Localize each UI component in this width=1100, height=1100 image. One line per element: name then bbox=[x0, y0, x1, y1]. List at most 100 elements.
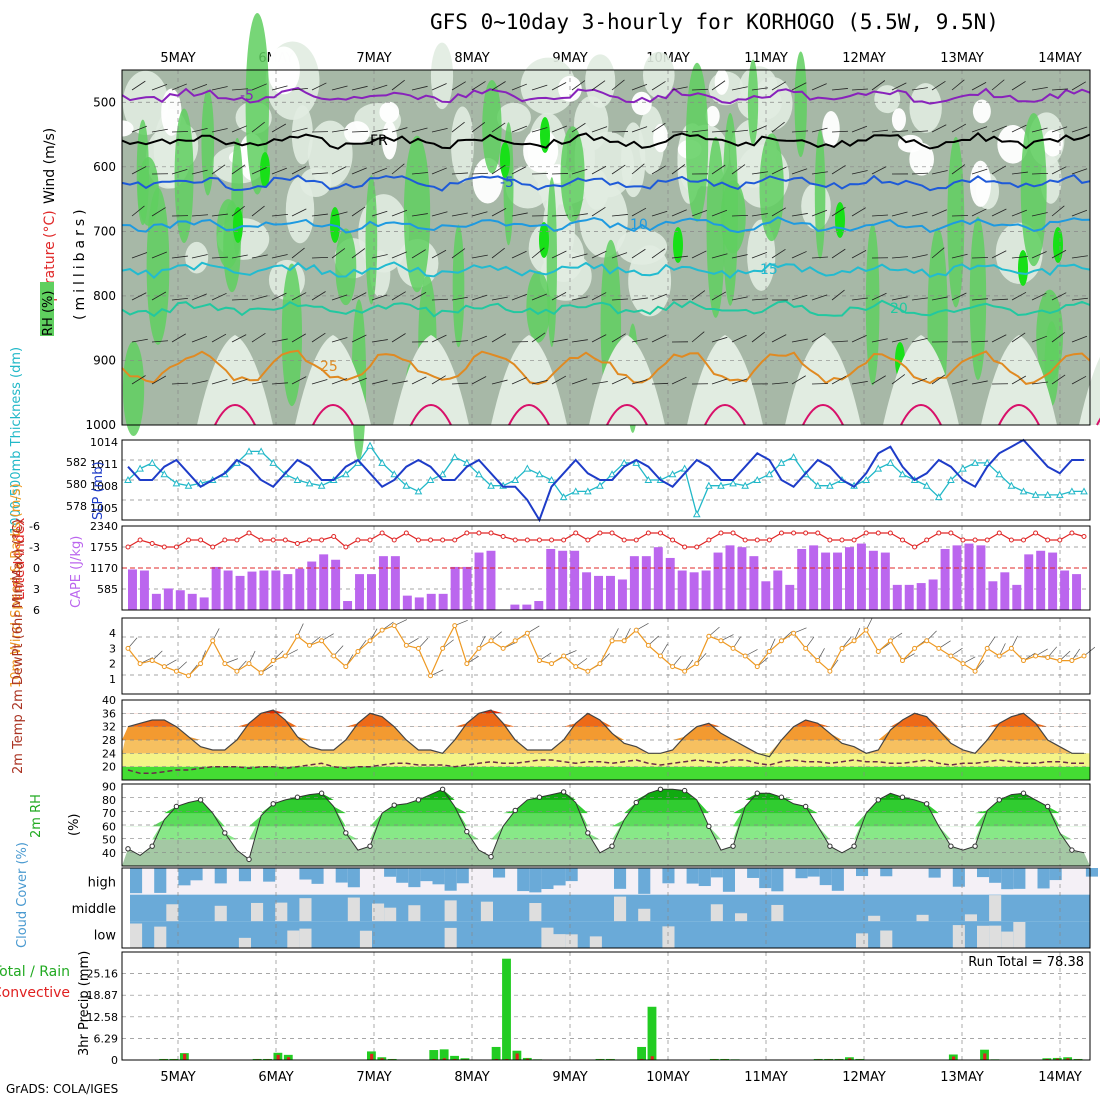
cloud-level-label: low bbox=[94, 929, 117, 944]
wind-barb bbox=[711, 209, 728, 217]
wind-barb bbox=[611, 79, 625, 91]
thickness-marker bbox=[293, 475, 302, 483]
cloud-cell-high bbox=[638, 868, 651, 894]
rh-marker bbox=[681, 787, 688, 794]
precip-tick: 18.87 bbox=[87, 989, 119, 1002]
wind-barb bbox=[511, 125, 528, 133]
cape-bar bbox=[773, 570, 783, 610]
thickness-marker bbox=[124, 475, 132, 483]
wind-marker bbox=[585, 668, 591, 674]
precip-bar bbox=[647, 1006, 657, 1060]
wind-barb bbox=[911, 211, 928, 217]
date-label-top: 5MAY bbox=[160, 51, 195, 66]
cloud-cell-high bbox=[553, 868, 566, 886]
convective-bar bbox=[183, 1053, 187, 1060]
lifted-marker bbox=[984, 537, 990, 543]
cape-bar bbox=[355, 574, 365, 610]
wind-barb bbox=[131, 125, 148, 133]
thickness-marker bbox=[777, 458, 786, 466]
wind-barb bbox=[171, 168, 188, 175]
slp-tick: 1011 bbox=[90, 458, 118, 471]
wind-barb bbox=[271, 214, 288, 217]
wind-marker bbox=[645, 642, 651, 648]
wind-barb bbox=[211, 164, 226, 175]
boundary-layer-dome bbox=[393, 335, 469, 425]
dry-patch bbox=[122, 70, 169, 136]
wind-barb bbox=[431, 249, 447, 259]
wind-barb bbox=[551, 292, 567, 301]
cape-tick: 585 bbox=[97, 583, 118, 596]
thickness-marker bbox=[765, 470, 774, 478]
wind-barb bbox=[311, 332, 326, 343]
lifted-marker bbox=[319, 537, 325, 543]
wind-barb bbox=[571, 378, 588, 385]
wind-barb bbox=[631, 297, 648, 301]
isotherm-label: FR bbox=[370, 133, 388, 149]
moist-band bbox=[1020, 112, 1047, 267]
dry-patch bbox=[285, 176, 315, 244]
wind-marker bbox=[512, 638, 518, 644]
wind-barb bbox=[831, 88, 848, 91]
wind-barb bbox=[291, 247, 305, 259]
wind-barb bbox=[1051, 374, 1066, 385]
wind-barb bbox=[351, 292, 367, 301]
wind-barb bbox=[411, 213, 428, 217]
wind-barb bbox=[751, 213, 768, 217]
cape-bar bbox=[235, 575, 245, 610]
wind-marker bbox=[1045, 655, 1051, 661]
cape-bar bbox=[1012, 584, 1022, 610]
isotherm bbox=[121, 216, 1091, 234]
convective-bar bbox=[494, 1058, 498, 1060]
wind-barb bbox=[1071, 375, 1087, 385]
wind-barb bbox=[851, 380, 868, 385]
cloud-cell-high bbox=[130, 868, 143, 894]
wind-barb bbox=[611, 333, 626, 343]
wind-barb bbox=[811, 127, 828, 133]
pressure-label: (millibars) bbox=[72, 205, 88, 320]
lifted-marker bbox=[355, 537, 361, 543]
rh-marker bbox=[415, 797, 422, 803]
wind-barb bbox=[171, 83, 187, 91]
wind-barb bbox=[931, 247, 945, 259]
cloud-cell-high bbox=[214, 868, 227, 884]
cape-bar bbox=[450, 566, 460, 610]
lifted-marker bbox=[887, 530, 893, 536]
wind-barb bbox=[891, 130, 908, 133]
cloud-cell-high bbox=[396, 868, 409, 883]
wind-barb bbox=[351, 167, 367, 175]
rh-marker bbox=[560, 789, 567, 795]
wind-barb bbox=[391, 291, 406, 301]
wind-barb bbox=[1031, 127, 1048, 133]
convective-bar bbox=[640, 1058, 644, 1060]
wind-marker bbox=[621, 638, 627, 644]
wind-marker bbox=[778, 638, 784, 644]
isotherm-30 bbox=[998, 404, 1040, 426]
lifted-marker bbox=[440, 537, 446, 543]
slp-tick: 1014 bbox=[90, 436, 118, 449]
wind-barb bbox=[951, 164, 966, 175]
thickness-marker bbox=[874, 464, 883, 472]
wind-barb bbox=[591, 250, 607, 259]
lifted-marker bbox=[839, 537, 845, 543]
precip-ylabel: 3hr Precip (mm) bbox=[77, 951, 92, 1056]
wind-barb bbox=[331, 248, 346, 259]
moist-band bbox=[201, 89, 215, 196]
wind-barb bbox=[1011, 124, 1027, 133]
cloud-cell-high bbox=[565, 868, 578, 882]
pressure-tick: 500 bbox=[93, 95, 116, 109]
wind-barb bbox=[631, 207, 647, 217]
moist-band bbox=[136, 119, 149, 226]
wind-barb bbox=[671, 209, 687, 217]
cloud-cell-middle bbox=[372, 903, 385, 922]
wind-barb bbox=[771, 249, 786, 259]
isotherm-30 bbox=[900, 404, 942, 426]
thickness-marker bbox=[971, 458, 979, 466]
wind-barb bbox=[491, 208, 507, 217]
wind-barb bbox=[591, 206, 606, 217]
rh-marker bbox=[875, 797, 881, 803]
wind-barb bbox=[731, 378, 748, 385]
wind-barb bbox=[151, 291, 167, 301]
precip-tick: 25.16 bbox=[87, 968, 119, 981]
thickness-marker bbox=[462, 458, 471, 466]
dry-patch bbox=[291, 105, 313, 165]
